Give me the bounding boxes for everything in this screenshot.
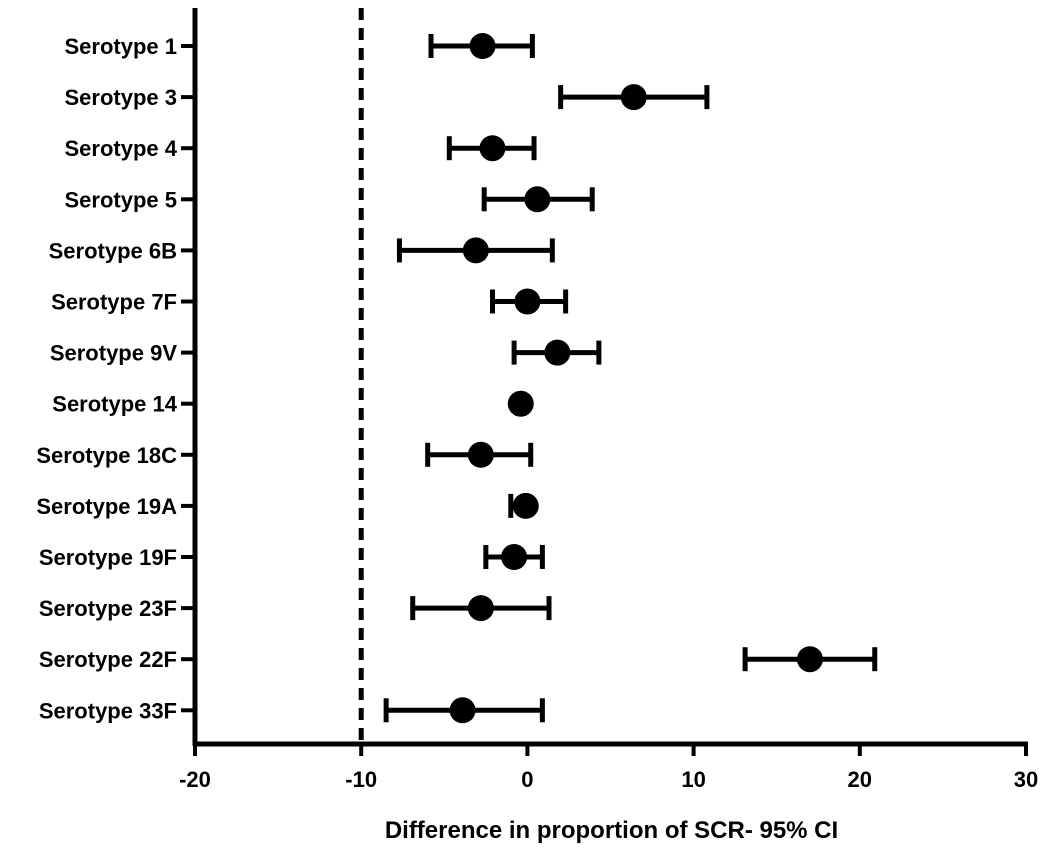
x-tick-label: 10 <box>681 767 705 792</box>
point-estimate <box>462 237 489 264</box>
category-labels: Serotype 1 Serotype 3 Serotype 4 Serotype 5… <box>36 34 195 723</box>
point-estimate <box>512 492 539 519</box>
category-label: Serotype 3 <box>65 85 178 110</box>
category-label: Serotype 7F <box>51 290 177 315</box>
x-axis-title: Difference in proportion of SCR- 95% CI <box>385 817 838 844</box>
category-label: Serotype 19A <box>36 494 177 519</box>
x-axis-ticks: -20 -10 0 10 20 30 <box>179 744 1038 792</box>
category-label: Serotype 6B <box>49 238 177 263</box>
point-estimate <box>620 84 647 111</box>
category-label: Serotype 14 <box>52 392 177 417</box>
x-tick-label: 30 <box>1014 767 1038 792</box>
point-estimate <box>796 646 823 673</box>
point-estimate <box>501 544 528 570</box>
category-label: Serotype 4 <box>65 136 178 161</box>
point-estimate <box>479 135 506 162</box>
category-label: Serotype 18C <box>36 443 177 468</box>
category-label: Serotype 9V <box>50 341 177 366</box>
point-estimate <box>467 441 494 468</box>
category-label: Serotype 33F <box>39 698 177 723</box>
point-estimate <box>469 33 496 59</box>
category-label: Serotype 5 <box>65 187 178 212</box>
x-tick-label: 0 <box>521 767 533 792</box>
point-estimate <box>507 390 534 417</box>
point-estimate <box>467 595 494 622</box>
x-tick-label: -10 <box>345 767 377 792</box>
x-tick-label: -20 <box>179 767 211 792</box>
point-estimate <box>544 339 571 366</box>
point-estimate <box>514 288 541 315</box>
category-label: Serotype 1 <box>65 34 178 59</box>
point-estimate <box>449 697 476 724</box>
category-label: Serotype 23F <box>39 596 177 621</box>
category-label: Serotype 19F <box>39 545 177 570</box>
data-marks <box>383 33 878 724</box>
point-estimate <box>524 186 551 213</box>
x-tick-label: 20 <box>848 767 872 792</box>
category-label: Serotype 22F <box>39 647 177 672</box>
